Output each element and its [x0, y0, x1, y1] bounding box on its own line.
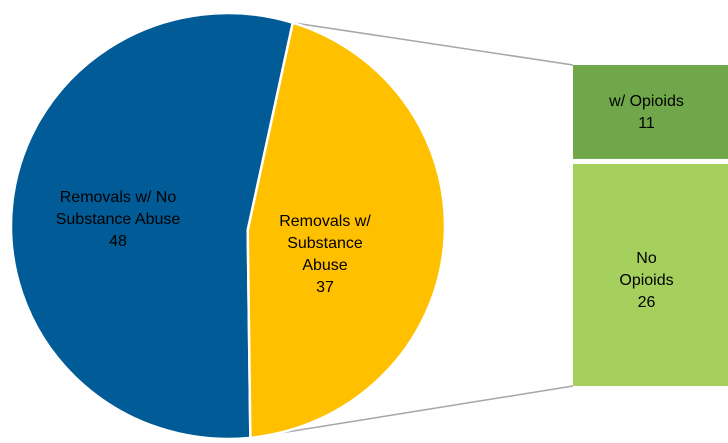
breakdown-bar	[573, 65, 728, 386]
data-labels: Removals w/ No Substance Abuse 48 Removals …	[56, 93, 684, 311]
data-label-substance-abuse: Removals w/Substance Abuse 37	[279, 213, 371, 296]
data-label-w-opioids: w/ Opioids 11	[608, 93, 684, 132]
data-label-no-opioids: No Opioids 26	[619, 250, 673, 311]
pie	[9, 11, 447, 441]
pie-slice-no-substance-abuse	[9, 11, 295, 441]
connector-line-bottom	[250, 385, 574, 439]
data-label-no-substance-abuse: Removals w/ No Substance Abuse 48	[56, 189, 181, 250]
connector-lines	[250, 21, 574, 439]
bar-segment-w-opioids	[573, 65, 728, 159]
connector-line-top	[292, 21, 574, 66]
bar-segment-no-opioids	[573, 163, 728, 386]
pie-slice-substance-abuse	[246, 21, 447, 440]
